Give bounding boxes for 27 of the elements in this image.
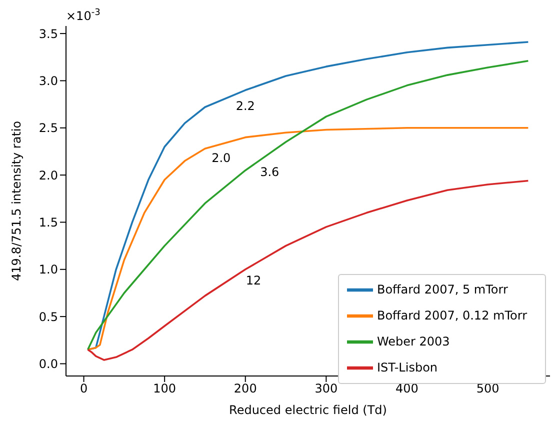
y-tick-label: 3.5 xyxy=(38,26,58,41)
x-tick-label: 400 xyxy=(396,382,418,396)
annotation: 3.6 xyxy=(260,165,280,180)
text: ×10$^{-3}$ xyxy=(66,8,100,23)
legend-label: Boffard 2007, 0.12 mTorr xyxy=(376,308,527,322)
y-tick-label: 1.0 xyxy=(38,262,58,277)
legend-label: Weber 2003 xyxy=(376,334,450,348)
x-tick-label: 0 xyxy=(80,382,88,396)
x-tick-label: 100 xyxy=(153,382,176,396)
line-series xyxy=(86,180,530,361)
legend-label: IST-Lisbon xyxy=(376,360,438,374)
y-tick-label: 1.5 xyxy=(38,215,58,230)
annotation: 2.2 xyxy=(236,99,255,114)
y-tick-label: 0.0 xyxy=(38,356,58,371)
x-tick-label: 500 xyxy=(476,382,500,396)
y-tick-label: 2.0 xyxy=(38,168,58,182)
legend-label: Boffard 2007, 5 mTorr xyxy=(376,282,508,296)
x-axis-title: Reduced electric field (Td) xyxy=(229,403,387,417)
x-tick-label: 200 xyxy=(234,382,257,396)
line-series xyxy=(86,126,530,350)
y-tick-label: 0.5 xyxy=(38,310,58,324)
y-tick-label: 2.5 xyxy=(38,121,58,136)
x-tick-label: 300 xyxy=(314,382,338,396)
annotation: 12 xyxy=(246,274,262,288)
y-tick-label: 3.0 xyxy=(38,74,58,88)
annotation: 2.0 xyxy=(212,151,231,166)
y-axis-title: 419.8/751.5 intensity ratio xyxy=(9,120,24,281)
